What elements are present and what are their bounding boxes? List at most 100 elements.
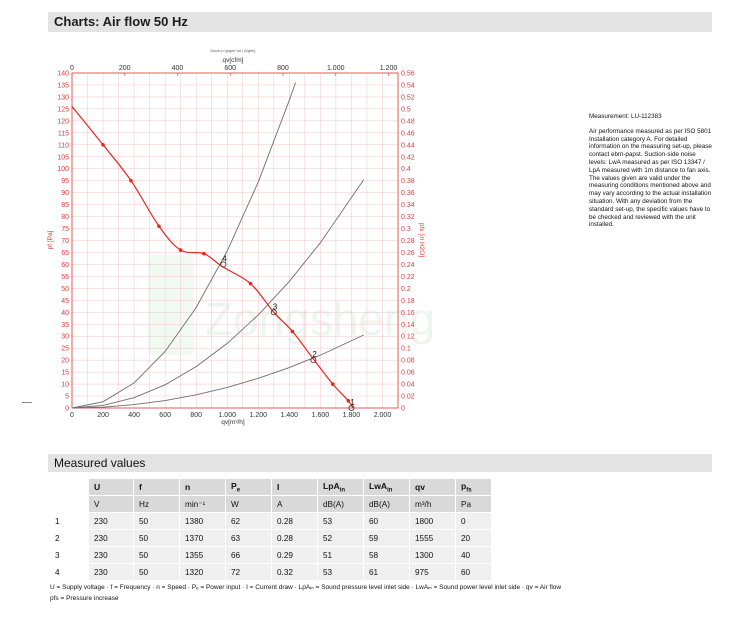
column-header-sub: e	[236, 487, 241, 494]
column-header-sub: in	[387, 487, 393, 494]
y-right-tick-label: 0.2	[401, 286, 411, 293]
x-top-axis-label: qv[cfm]	[223, 57, 244, 64]
y-right-tick-label: 0.06	[401, 370, 415, 377]
measurement-notes: Measurement: LU-112383 Air performance m…	[589, 113, 715, 229]
y-left-tick-label: 20	[61, 358, 69, 365]
y-left-tick-label: 0	[65, 406, 69, 413]
y-right-tick-label: 0.04	[401, 382, 415, 389]
column-header-main: LpA	[323, 480, 340, 491]
operating-point-3	[270, 309, 277, 316]
row-index: 2	[50, 529, 89, 547]
fan-curve-marker	[290, 329, 295, 334]
fan-curve-marker	[157, 224, 161, 228]
column-header: f	[133, 479, 180, 496]
x-bottom-tick-label: 1.400	[281, 412, 299, 419]
table-cell: 975	[409, 563, 456, 581]
fan-curve-marker	[202, 251, 206, 256]
unit-cell: W	[225, 495, 272, 513]
y-left-tick-label: 50	[61, 286, 69, 293]
units-empty-cell	[50, 495, 89, 513]
table-cell: 230	[88, 546, 134, 564]
measurement-id: Measurement: LU-112383	[589, 113, 662, 120]
chart-caption: Druck p f gegen Vol I (Vgmh)	[211, 49, 256, 53]
charts-header-bar: Charts: Air flow 50 Hz	[48, 12, 712, 32]
y-right-tick-label: 0.12	[401, 334, 415, 341]
system-curve-2	[71, 179, 365, 409]
charts-header-title: Charts: Air flow 50 Hz	[54, 14, 188, 29]
table-cell: 230	[88, 512, 134, 530]
side-dash	[22, 402, 32, 403]
x-bottom-tick-label: 600	[159, 412, 171, 419]
table-cell: 230	[88, 563, 134, 581]
x-top-tick-label: 600	[224, 65, 236, 72]
y-right-tick-label: 0.3	[401, 226, 411, 233]
y-left-tick-label: 100	[57, 166, 69, 173]
table-cell: 50	[133, 546, 180, 564]
table-cell: 40	[455, 546, 492, 564]
y-right-tick-label: 0.42	[401, 154, 415, 161]
y-right-tick-label: 0.18	[401, 298, 415, 305]
table-cell: 62	[225, 512, 272, 530]
y-left-tick-label: 10	[61, 382, 69, 389]
y-left-tick-label: 45	[61, 298, 69, 305]
table-cell: 58	[363, 546, 410, 564]
table-cell: 53	[317, 512, 364, 530]
column-header: LpAin	[317, 479, 364, 496]
table-cell: 66	[225, 546, 272, 564]
column-header-main: p	[461, 480, 467, 491]
y-right-tick-label: 0.38	[401, 178, 415, 185]
y-left-tick-label: 110	[58, 142, 69, 149]
y-left-tick-label: 75	[61, 226, 69, 233]
unit-cell: A	[271, 495, 318, 513]
y-left-tick-label: 5	[65, 394, 69, 401]
column-header-main: I	[277, 482, 280, 492]
x-bottom-axis-label: qv[m³/h]	[221, 419, 245, 426]
fan-curve-marker	[178, 248, 183, 252]
table-cell: 1320	[179, 563, 226, 581]
table-cell: 20	[455, 529, 492, 547]
x-bottom-tick-label: 1.600	[312, 412, 330, 419]
y-right-tick-label: 0.22	[401, 274, 415, 281]
operating-point-label: 1	[350, 398, 355, 407]
y-right-tick-label: 0.44	[401, 142, 415, 149]
plot-frame	[71, 72, 399, 409]
operating-point-label: 4	[222, 254, 227, 263]
x-top-tick-label: 800	[277, 65, 289, 72]
column-header-sub: fs	[466, 487, 472, 494]
y-right-tick-label: 0.02	[401, 394, 415, 401]
y-right-tick-label: 0.36	[401, 190, 415, 197]
row-index: 1	[50, 512, 89, 530]
table-cell: 50	[133, 529, 180, 547]
column-header-main: f	[139, 482, 142, 492]
table-cell: 0	[455, 512, 492, 530]
table-row: 2 230 50 1370 63 0.28 52 59 1555 20	[50, 529, 492, 547]
operating-point-1	[348, 404, 355, 411]
column-header-sub: in	[339, 487, 346, 494]
y-left-tick-label: 115	[58, 130, 69, 137]
table-cell: 50	[133, 563, 180, 581]
row-index: 3	[50, 546, 89, 564]
measured-values-bar: Measured values	[48, 454, 712, 472]
table-cell: 1380	[179, 512, 226, 530]
y-right-tick-label: 0	[401, 406, 405, 413]
table-row: 3 230 50 1355 66 0.29 51 58 1300 40	[50, 546, 492, 564]
column-header-main: U	[94, 482, 101, 492]
y-right-tick-label: 0.28	[401, 238, 415, 245]
column-header-main: n	[185, 482, 191, 492]
y-right-tick-label: 0.34	[401, 202, 415, 209]
column-header-main: P	[231, 480, 237, 491]
y-left-tick-label: 40	[61, 310, 69, 317]
x-bottom-tick-label: 200	[97, 412, 109, 419]
column-header: pfs	[455, 479, 492, 496]
fan-curve-marker	[346, 399, 351, 403]
table-cell: 60	[455, 563, 492, 581]
y-right-tick-label: 0.24	[401, 262, 415, 269]
column-header: n	[179, 479, 226, 496]
column-header: LwAin	[363, 479, 410, 496]
x-bottom-tick-label: 1.200	[250, 412, 268, 419]
fan-curve	[71, 106, 354, 409]
x-top-tick-label: 400	[172, 65, 184, 72]
column-header: qv	[409, 479, 456, 496]
y-left-axis-label: pf [Pa]	[47, 230, 54, 249]
